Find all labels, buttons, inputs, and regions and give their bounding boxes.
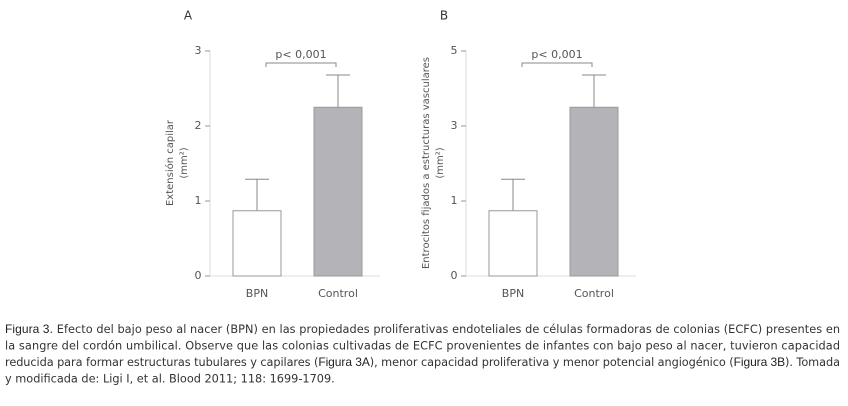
caption-text: reducida para formar estructuras tubular… bbox=[5, 356, 318, 369]
x-tick-label: BPN bbox=[246, 287, 268, 300]
y-tick-label: 5 bbox=[451, 44, 458, 57]
caption-text: ). Tomada bbox=[785, 356, 840, 369]
y-tick-label: 0 bbox=[195, 269, 202, 282]
y-tick-label: 1 bbox=[195, 194, 202, 207]
y-tick-label: 0 bbox=[451, 269, 458, 282]
bar bbox=[232, 210, 282, 277]
y-tick-label: 2 bbox=[195, 119, 202, 132]
bar bbox=[569, 106, 619, 277]
y-tick-label: 3 bbox=[451, 119, 458, 132]
x-tick-label: BPN bbox=[502, 287, 524, 300]
caption-text: ), menor capacidad proliferativa y menor… bbox=[370, 356, 734, 369]
caption-line: y modificada de: Ligi I, et al. Blood 20… bbox=[5, 373, 335, 386]
caption-text: Figura 3 bbox=[5, 322, 50, 336]
significance-bracket bbox=[521, 62, 593, 67]
y-axis-label: Extensión capilar bbox=[164, 119, 176, 206]
x-tick-label: Control bbox=[318, 287, 358, 300]
significance-bracket bbox=[265, 62, 337, 67]
panel-label: A bbox=[184, 9, 193, 23]
bar bbox=[313, 106, 363, 277]
caption-line: Figura 3. Efecto del bajo peso al nacer … bbox=[5, 322, 840, 336]
annotation: p< 0,001 bbox=[531, 48, 582, 61]
caption-text: . Efecto del bajo peso al nacer (BPN) en… bbox=[50, 323, 840, 336]
y-tick-label: 1 bbox=[451, 194, 458, 207]
x-tick-label: Control bbox=[574, 287, 614, 300]
caption-text: la sangre del cordón umbilical. Observe … bbox=[5, 340, 840, 353]
y-axis-label: (mm²) bbox=[179, 147, 190, 178]
caption-text: Figura 3B bbox=[734, 355, 786, 369]
bar bbox=[488, 210, 538, 277]
caption-text: y modificada de: Ligi I, et al. Blood 20… bbox=[5, 373, 335, 386]
caption-line: reducida para formar estructuras tubular… bbox=[5, 355, 840, 369]
panel-label: B bbox=[440, 9, 448, 23]
annotation: p< 0,001 bbox=[275, 48, 326, 61]
y-tick-label: 3 bbox=[195, 44, 202, 57]
caption-line: la sangre del cordón umbilical. Observe … bbox=[5, 340, 840, 353]
y-axis-label: Entrocitos fijados a estructuras vascula… bbox=[421, 57, 432, 269]
caption-text: Figura 3A bbox=[318, 355, 370, 369]
y-axis-label: (mm²) bbox=[435, 147, 446, 178]
